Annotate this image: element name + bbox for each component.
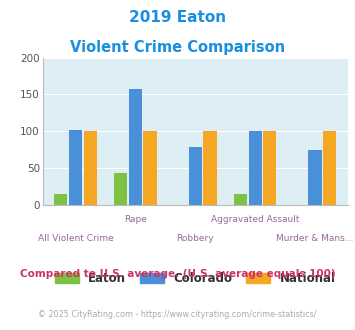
Legend: Eaton, Colorado, National: Eaton, Colorado, National [55,272,335,285]
Bar [129,88,142,205]
Text: Aggravated Assault: Aggravated Assault [211,214,299,223]
Bar [308,149,322,205]
Bar [143,131,157,205]
Bar [203,131,217,205]
Text: 2019 Eaton: 2019 Eaton [129,10,226,25]
Bar [69,130,82,205]
Bar [234,194,247,205]
Text: Violent Crime Comparison: Violent Crime Comparison [70,40,285,54]
Bar [54,194,67,205]
Bar [114,173,127,205]
Text: Compared to U.S. average. (U.S. average equals 100): Compared to U.S. average. (U.S. average … [20,269,335,279]
Text: Rape: Rape [124,214,147,223]
Bar [248,131,262,205]
Bar [84,131,97,205]
Text: © 2025 CityRating.com - https://www.cityrating.com/crime-statistics/: © 2025 CityRating.com - https://www.city… [38,310,317,319]
Bar [323,131,336,205]
Bar [263,131,276,205]
Text: All Violent Crime: All Violent Crime [38,234,113,243]
Text: Murder & Mans...: Murder & Mans... [276,234,354,243]
Bar [189,147,202,205]
Text: Robbery: Robbery [176,234,214,243]
